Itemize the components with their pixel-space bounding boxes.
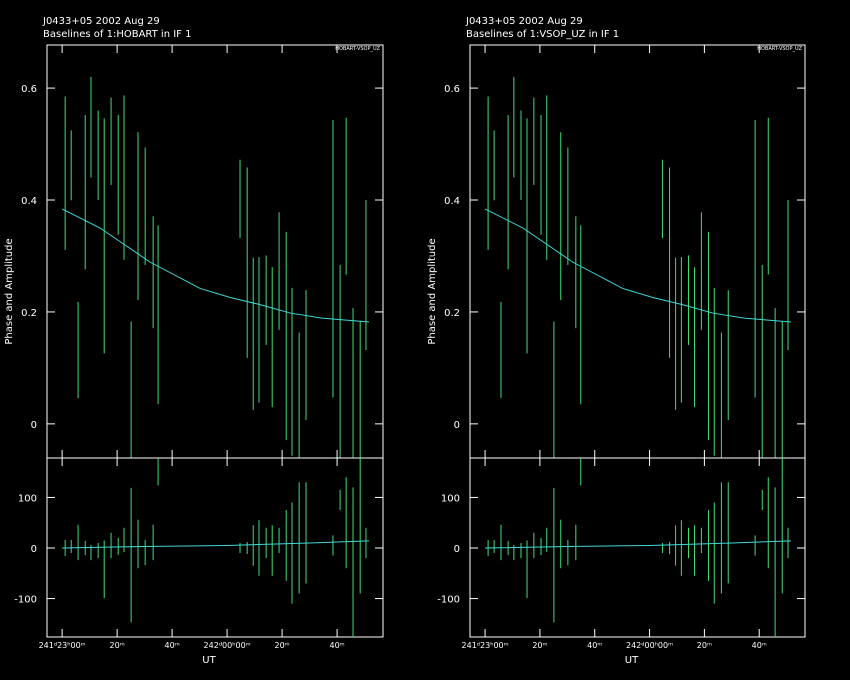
y-tick-label: 0.4 [21, 196, 37, 207]
x-tick-label: 40ᵐ [329, 641, 344, 650]
y-tick-label: -100 [437, 595, 460, 606]
y-tick-label: 0.2 [21, 308, 37, 319]
x-tick-label: 40ᵐ [752, 641, 767, 650]
model-line [62, 540, 369, 549]
x-tick-label: 20ᵐ [532, 641, 547, 650]
x-tick-label: 20ᵐ [275, 641, 290, 650]
y-tick-label: 0 [454, 544, 460, 555]
panel-frame [46, 457, 384, 638]
x-tick-label: 40ᵐ [165, 641, 180, 650]
plot-area [62, 458, 369, 637]
y-tick-label: -100 [14, 595, 37, 606]
chart-subtitle: Baselines of 1:VSOP_UZ in IF 1 [466, 29, 619, 40]
x-tick-label: 241ᵈ23ʰ00ᵐ [39, 641, 86, 650]
y-tick-label: 0.6 [21, 84, 37, 95]
annotation: HOBART-VSOP_UZ [757, 46, 802, 52]
y-tick-label: 0 [31, 544, 37, 555]
x-tick-label: 40ᵐ [587, 641, 602, 650]
y-tick-label: 0.2 [444, 308, 460, 319]
y-tick-label: 0.6 [444, 84, 460, 95]
plot-area [61, 76, 370, 458]
y-tick-label: 100 [18, 493, 37, 504]
plot-area [484, 76, 792, 458]
model-line [61, 208, 370, 323]
chart-title: J0433+05 2002 Aug 29 [465, 16, 583, 27]
x-tick-label: 20ᵐ [110, 641, 125, 650]
annotation: HOBART-VSOP_UZ [335, 46, 380, 52]
y-tick-label: 100 [441, 493, 460, 504]
y-tick-label: 0 [454, 420, 460, 431]
y-tick-label: 0.4 [444, 196, 460, 207]
x-tick-label: 241ᵈ23ʰ00ᵐ [462, 641, 509, 650]
model-line [485, 540, 792, 549]
chart-title: J0433+05 2002 Aug 29 [42, 16, 160, 27]
model-line [484, 208, 792, 323]
y-tick-label: 0 [31, 420, 37, 431]
x-tick-label: 242ᵈ00ʰ00ᵐ [204, 641, 251, 650]
panel-frame [469, 457, 806, 638]
x-tick-label: 242ᵈ00ʰ00ᵐ [626, 641, 673, 650]
x-tick-label: 20ᵐ [697, 641, 712, 650]
x-axis-label: UT [625, 655, 639, 666]
x-axis-label: UT [202, 655, 216, 666]
y-axis-label: Phase and Amplitude [4, 238, 15, 344]
chart-subtitle: Baselines of 1:HOBART in IF 1 [43, 29, 191, 40]
y-axis-label: Phase and Amplitude [427, 238, 438, 344]
plot-area [485, 458, 792, 637]
